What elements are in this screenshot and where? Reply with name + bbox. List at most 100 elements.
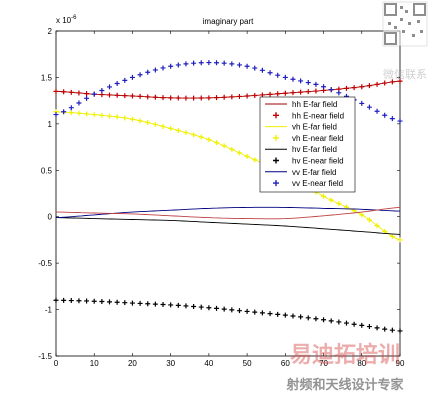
data-point-marker <box>129 93 135 99</box>
data-point-marker <box>114 299 120 305</box>
data-point-marker <box>168 95 174 101</box>
data-point-marker <box>145 94 151 100</box>
data-point-marker <box>359 322 365 328</box>
data-point-marker <box>107 92 113 98</box>
data-point-marker <box>374 325 380 331</box>
data-point-marker <box>244 308 250 314</box>
data-point-marker <box>382 326 388 332</box>
data-point-marker <box>389 233 395 239</box>
data-point-marker <box>229 94 235 100</box>
legend-marker-swatch <box>273 157 279 164</box>
data-point-marker <box>152 67 158 73</box>
qr-finder-top-left <box>384 3 397 16</box>
data-point-marker <box>191 303 197 309</box>
data-point-marker <box>389 79 395 85</box>
data-point-marker <box>145 120 151 126</box>
data-point-marker <box>336 319 342 325</box>
series-vv-e-near-field <box>53 60 403 124</box>
legend-items: hh E-far field hh E-near field vh E-far fi… <box>265 100 344 188</box>
data-point-marker <box>122 115 128 121</box>
data-point-marker <box>129 300 135 306</box>
x-tick-label: 30 <box>166 359 175 368</box>
data-point-marker <box>152 121 158 127</box>
data-point-marker <box>206 137 212 143</box>
data-point-marker <box>61 109 67 115</box>
data-point-marker <box>84 95 90 101</box>
series-unlabeled-8 <box>56 206 401 220</box>
data-point-marker <box>168 63 174 69</box>
qr-finder-bottom-left <box>384 32 397 45</box>
x-tick-label: 10 <box>90 359 99 368</box>
data-point-marker <box>99 112 105 118</box>
series-line <box>55 217 401 235</box>
legend-marker-swatch <box>273 112 279 119</box>
data-point-marker <box>252 309 258 315</box>
data-point-marker <box>321 193 327 199</box>
data-point-marker <box>389 327 395 333</box>
brand-tagline: 射频和天线设计专家 <box>285 377 404 393</box>
data-point-marker <box>91 91 97 97</box>
data-point-marker <box>267 91 273 97</box>
data-point-marker <box>107 299 113 305</box>
legend-entry-label: vh E-far field <box>292 123 337 132</box>
x-axis-ticks: 0 10 20 30 40 50 60 70 80 90 <box>54 31 405 368</box>
data-point-marker <box>229 61 235 67</box>
qr-caption: 微信联系 <box>383 67 427 81</box>
qr-module <box>394 26 397 29</box>
data-point-marker <box>389 116 395 122</box>
data-point-marker <box>313 81 319 87</box>
qr-module <box>388 22 391 25</box>
data-point-marker <box>236 308 242 314</box>
series-line <box>55 111 401 241</box>
data-point-marker <box>214 140 220 146</box>
data-point-marker <box>328 197 334 203</box>
data-point-marker <box>84 91 90 97</box>
y-tick-label: -0.5 <box>38 259 52 268</box>
data-point-marker <box>397 78 403 84</box>
legend-entry-label: vh E-near field <box>292 134 344 143</box>
data-point-marker <box>137 93 143 99</box>
data-point-marker <box>366 324 372 330</box>
data-point-marker <box>259 310 265 316</box>
x-tick-label: 50 <box>243 359 252 368</box>
data-point-marker <box>236 93 242 99</box>
data-point-marker <box>343 85 349 91</box>
data-point-marker <box>321 317 327 323</box>
qr-module <box>412 34 415 37</box>
series-hv-e-far-field <box>55 217 401 235</box>
data-point-marker <box>374 108 380 114</box>
y-tick-label: 1.5 <box>41 73 53 82</box>
data-point-marker <box>183 95 189 101</box>
data-point-marker <box>198 60 204 66</box>
data-point-marker <box>221 143 227 149</box>
data-point-marker <box>84 111 90 117</box>
qr-module <box>400 6 403 9</box>
y-axis-ticks: -1.5 -1 -0.5 0 0.5 1 1.5 2 <box>38 27 400 361</box>
data-point-marker <box>374 223 380 229</box>
data-point-marker <box>145 69 151 75</box>
x-tick-label: 40 <box>204 359 213 368</box>
data-point-marker <box>343 320 349 326</box>
data-point-marker <box>259 67 265 73</box>
data-point-marker <box>68 298 74 304</box>
data-point-marker <box>328 87 334 93</box>
data-point-marker <box>336 201 342 207</box>
data-point-marker <box>175 128 181 134</box>
y-exponent-power: -6 <box>71 15 77 21</box>
data-point-marker <box>152 94 158 100</box>
data-point-marker <box>290 313 296 319</box>
x-tick-label: 0 <box>54 359 59 368</box>
data-point-marker <box>191 132 197 138</box>
x-tick-label: 90 <box>396 359 405 368</box>
data-point-marker <box>160 123 166 129</box>
y-tick-label: 1 <box>48 120 53 129</box>
data-point-marker <box>252 65 258 71</box>
data-point-marker <box>122 93 128 99</box>
data-point-marker <box>61 89 67 95</box>
data-point-marker <box>68 105 74 111</box>
x-tick-label: 60 <box>281 359 290 368</box>
data-point-marker <box>198 95 204 101</box>
data-point-marker <box>183 61 189 67</box>
legend-entry-label: vv E-near field <box>292 179 343 188</box>
